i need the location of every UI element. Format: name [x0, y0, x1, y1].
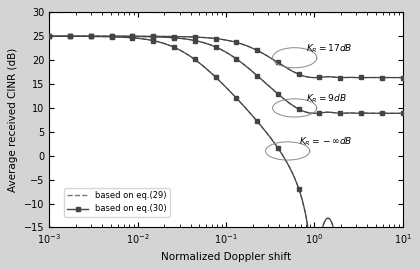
- Y-axis label: Average received CINR (dB): Average received CINR (dB): [8, 48, 18, 192]
- Text: $K_R=9dB$: $K_R=9dB$: [306, 93, 346, 105]
- Legend: based on eq.(29), based on eq.(30): based on eq.(29), based on eq.(30): [64, 188, 170, 217]
- Text: $K_R=-\infty dB$: $K_R=-\infty dB$: [299, 136, 353, 148]
- Text: $K_R=17dB$: $K_R=17dB$: [306, 43, 352, 55]
- X-axis label: Normalized Doppler shift: Normalized Doppler shift: [161, 252, 291, 262]
